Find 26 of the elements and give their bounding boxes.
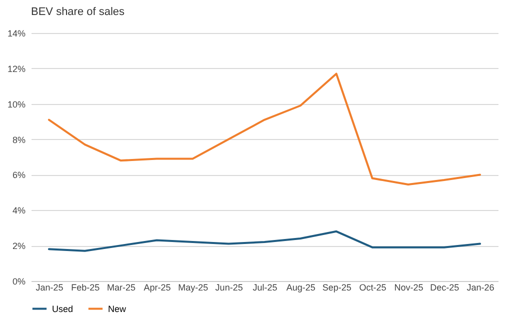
x-tick-label: Jul-25	[252, 282, 278, 292]
x-tick-label: Mar-25	[107, 282, 136, 292]
y-tick-label: 10%	[7, 99, 26, 110]
y-tick-label: 2%	[12, 241, 26, 252]
x-tick-label: Sep-25	[322, 282, 352, 292]
x-tick-label: Dec-25	[430, 282, 460, 292]
x-tick-label: Oct-25	[359, 282, 386, 292]
x-tick-label: Jan-25	[36, 282, 64, 292]
legend-label: Used	[52, 304, 74, 314]
x-tick-label: Jun-25	[215, 282, 243, 292]
x-tick-label: Aug-25	[286, 282, 316, 292]
legend-label: New	[108, 304, 127, 314]
chart-title: BEV share of sales	[31, 6, 126, 18]
y-tick-label: 6%	[12, 170, 26, 180]
line-series	[48, 230, 482, 252]
x-tick-label: Nov-25	[394, 282, 424, 292]
y-tick-label: 0%	[12, 276, 26, 286]
y-tick-label: 8%	[12, 134, 26, 145]
x-tick-label: Apr-25	[144, 282, 171, 292]
line-series	[48, 72, 482, 186]
x-tick-label: Feb-25	[71, 282, 100, 292]
y-tick-label: 14%	[7, 28, 26, 38]
y-tick-label: 12%	[7, 64, 26, 74]
x-tick-label: May-25	[178, 282, 208, 292]
x-tick-label: Jan-26	[466, 282, 494, 292]
y-tick-label: 4%	[12, 206, 26, 216]
